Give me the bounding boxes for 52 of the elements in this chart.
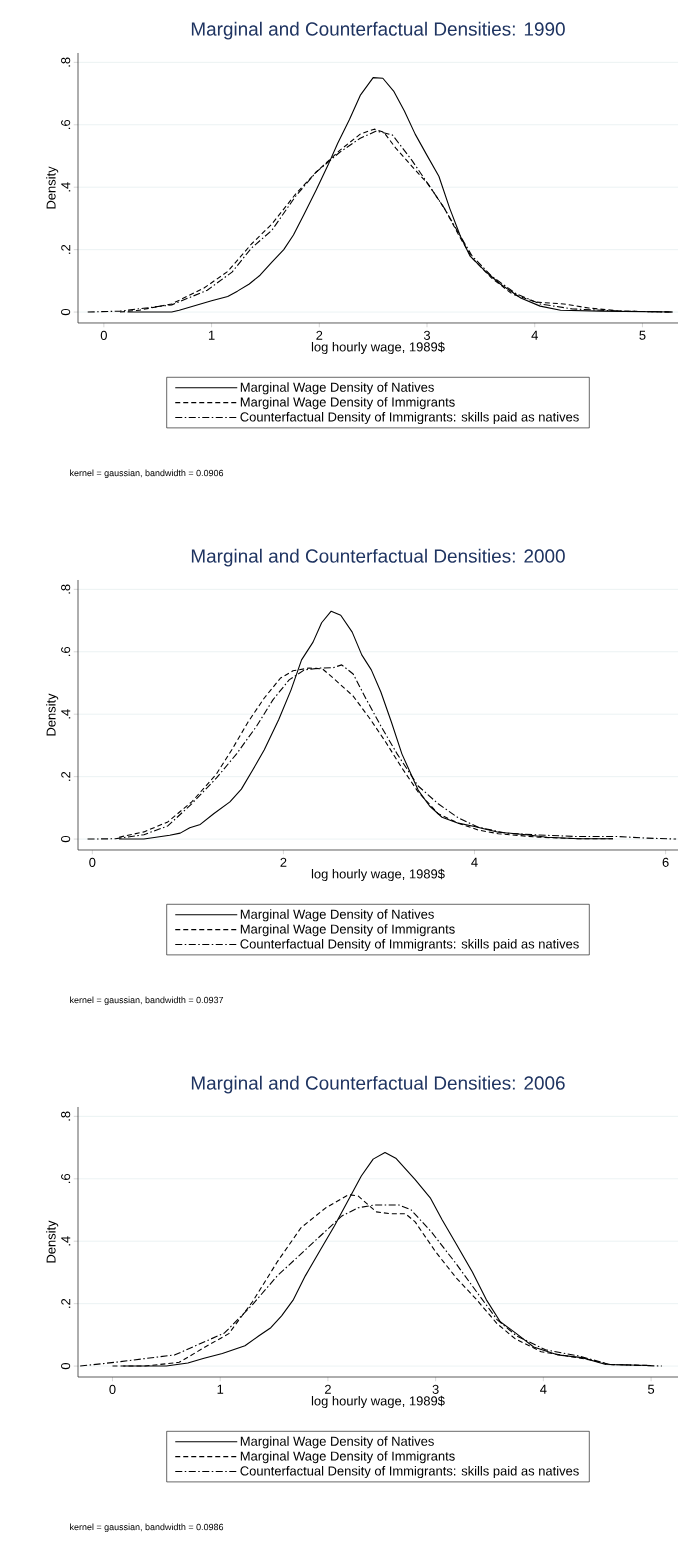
- x-axis-title: log hourly wage, 1989$: [311, 1395, 445, 1409]
- legend-label: Counterfactual Density of Immigrants: skills paid as natives: [240, 1466, 579, 1479]
- x-tick-label: 5: [639, 330, 646, 340]
- x-tick-label: 0: [89, 857, 96, 867]
- chart-title: Marginal and Counterfactual Densities: 2006: [191, 1075, 565, 1094]
- legend-label: Marginal Wage Density of Immigrants: [240, 924, 455, 937]
- y-tick-label: 0: [61, 1362, 71, 1370]
- legend-label: Marginal Wage Density of Natives: [240, 382, 434, 395]
- y-tick-label: .4: [61, 1236, 71, 1246]
- chart-title: Marginal and Counterfactual Densities: 1990: [191, 21, 565, 40]
- text: kernel = gaussian, bandwidth = 0.0906: [70, 469, 224, 478]
- x-axis-title: log hourly wage, 1989$: [311, 341, 445, 355]
- x-tick-label: 4: [531, 330, 538, 340]
- x-tick-label: 6: [662, 857, 669, 867]
- x-tick-label: 2: [324, 1384, 331, 1394]
- legend-label: Marginal Wage Density of Immigrants: [240, 397, 455, 410]
- y-tick-label: .6: [61, 646, 71, 656]
- text: kernel = gaussian, bandwidth = 0.0986: [70, 1523, 224, 1532]
- y-tick-label: .2: [61, 1298, 71, 1308]
- x-tick-label: 1: [217, 1384, 224, 1394]
- legend-label: Marginal Wage Density of Natives: [240, 1436, 434, 1449]
- text: kernel = gaussian, bandwidth = 0.0937: [70, 996, 224, 1005]
- legend-label: Counterfactual Density of Immigrants: skills paid as natives: [240, 412, 579, 425]
- y-tick-label: .8: [61, 584, 71, 594]
- x-tick-label: 4: [471, 857, 478, 867]
- x-tick-label: 5: [647, 1384, 655, 1394]
- x-tick-label: 0: [109, 1384, 116, 1394]
- y-tick-label: 0: [61, 308, 71, 316]
- y-tick-label: .8: [61, 57, 71, 67]
- x-tick-label: 2: [316, 330, 323, 340]
- x-tick-label: 3: [432, 1384, 439, 1394]
- x-tick-label: 2: [280, 857, 287, 867]
- y-tick-label: 0: [61, 835, 71, 843]
- y-tick-label: .8: [61, 1111, 71, 1121]
- legend-label: Counterfactual Density of Immigrants: skills paid as natives: [240, 939, 579, 952]
- x-tick-label: 4: [540, 1384, 547, 1394]
- y-tick-label: .4: [61, 182, 71, 192]
- chart-title: Marginal and Counterfactual Densities: 2000: [191, 548, 565, 567]
- y-tick-label: .6: [61, 119, 71, 129]
- legend-label: Marginal Wage Density of Natives: [240, 909, 434, 922]
- y-axis-title: Density: [46, 166, 59, 209]
- x-tick-label: 0: [100, 330, 107, 340]
- y-tick-label: .2: [61, 771, 71, 781]
- x-tick-label: 3: [423, 330, 431, 340]
- y-axis-title: Density: [46, 693, 59, 736]
- y-axis-title: Density: [46, 1220, 59, 1263]
- y-tick-label: .4: [61, 709, 71, 719]
- y-tick-label: .2: [61, 244, 71, 254]
- x-axis-title: log hourly wage, 1989$: [311, 868, 445, 882]
- y-tick-label: .6: [61, 1173, 71, 1183]
- legend-label: Marginal Wage Density of Immigrants: [240, 1451, 455, 1464]
- x-tick-label: 1: [208, 330, 215, 340]
